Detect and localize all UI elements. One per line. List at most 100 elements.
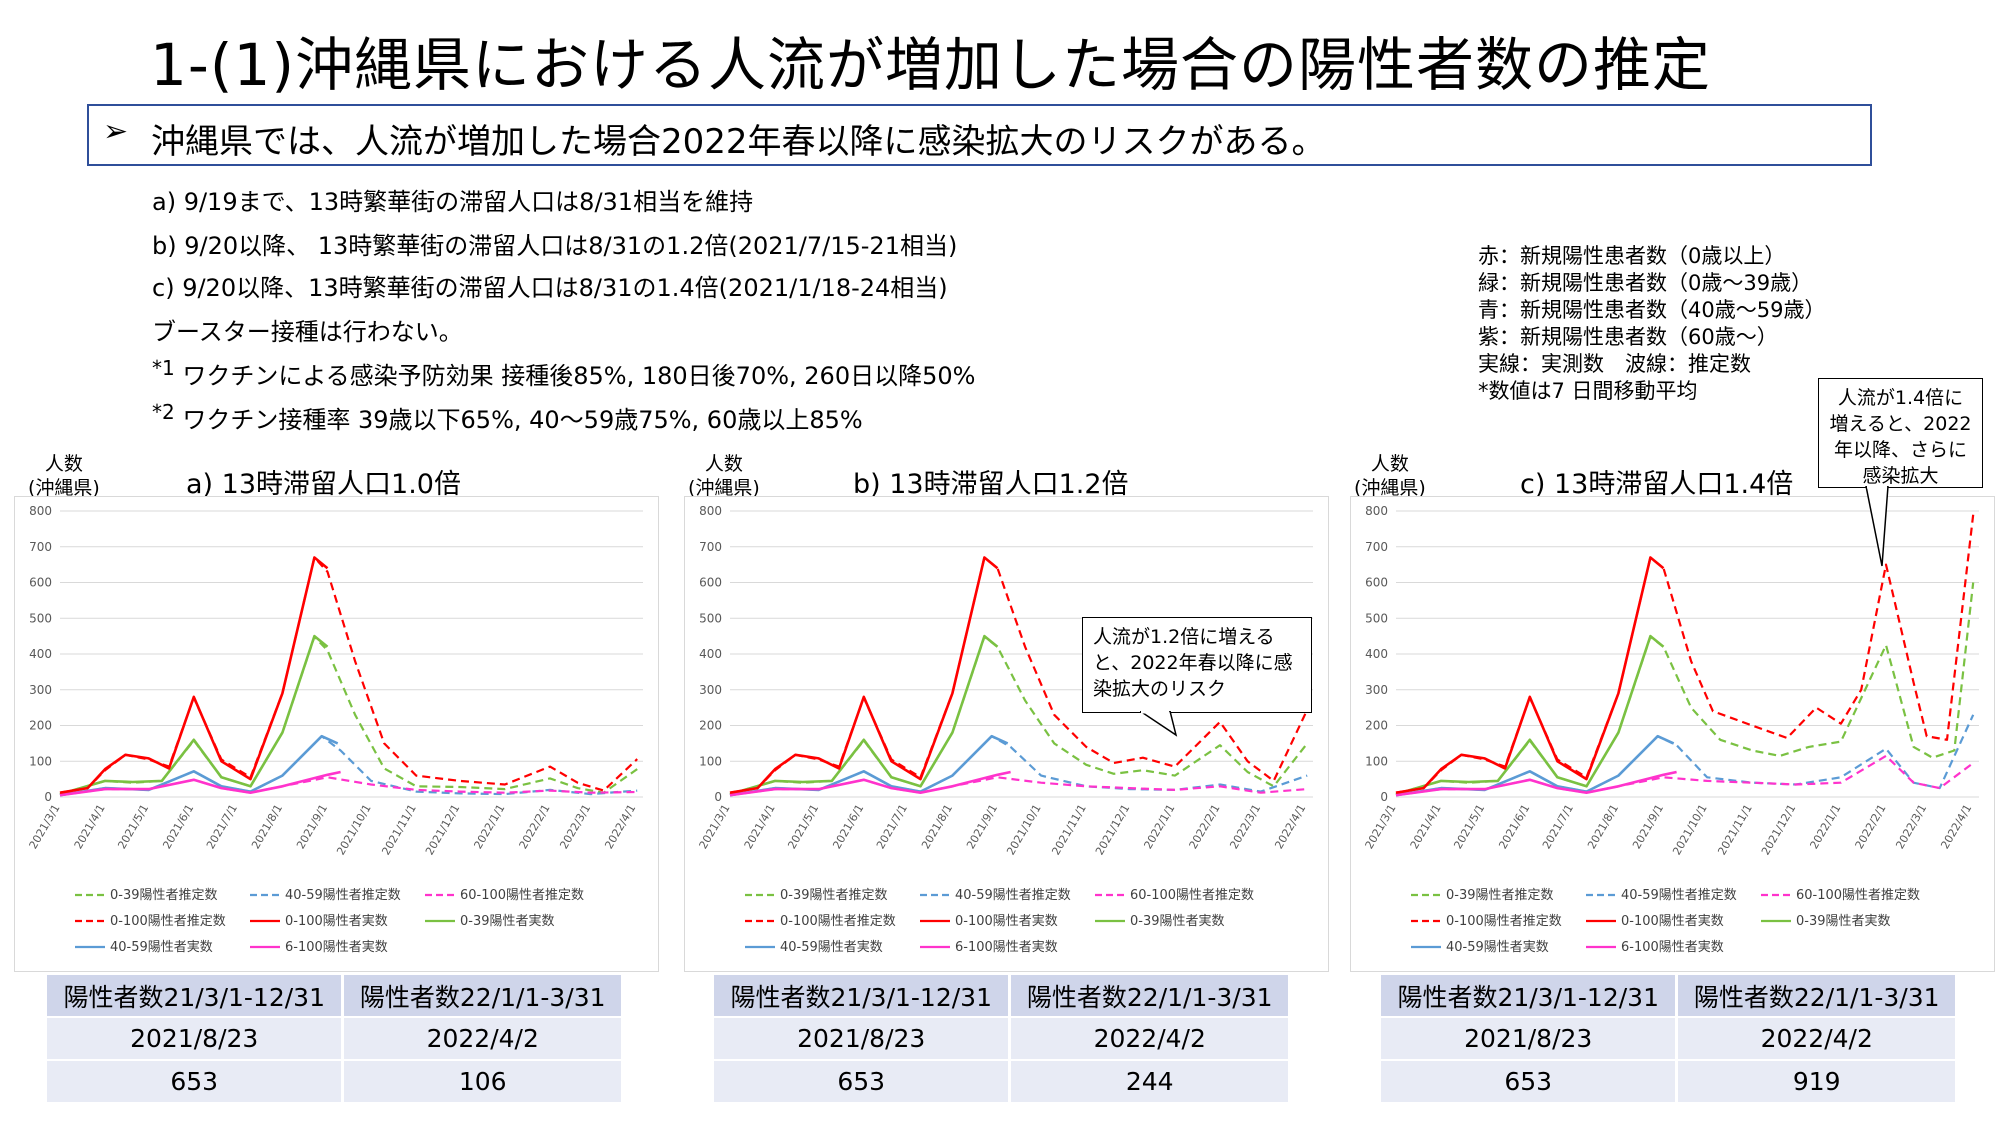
note-2-mark: *2	[152, 400, 175, 424]
chart-frame-a: 0 100 200 300 400 500 600 700 800 2021/3/1 2021/4/…	[14, 496, 659, 972]
y-tick-label: 100	[29, 754, 52, 768]
chart-a: 0 100 200 300 400 500 600 700 800 2021/3/1 2021/4/…	[27, 504, 643, 955]
y-tick-label: 800	[699, 504, 722, 518]
y-tick-label: 800	[29, 504, 52, 518]
legend-label: 0-100陽性者推定数	[110, 914, 226, 929]
table-cell: 2022/4/2	[1011, 1018, 1291, 1061]
x-tick-label: 2021/4/1	[1408, 802, 1444, 851]
series-line-60-100陽性者推定数	[59, 776, 638, 797]
x-tick-label: 2021/12/1	[423, 802, 462, 857]
y-tick-label: 400	[699, 647, 722, 661]
condition-c: c) 9/20以降、13時繁華街の滞留人口は8/31の1.4倍(2021/1/1…	[152, 274, 948, 302]
table-cell: 653	[1381, 1061, 1679, 1104]
callout-c-pointer	[1865, 486, 1889, 567]
series-line-60-100陽性者推定数	[1395, 754, 1974, 797]
series-line-0-39陽性者推定数	[1395, 582, 1975, 796]
x-tick-label: 2021/12/1	[1093, 802, 1132, 857]
color-legend-green: 緑：新規陽性患者数（0歳～39歳）	[1478, 271, 1813, 295]
legend-label: 0-39陽性者推定数	[110, 888, 218, 903]
legend-label: 40-59陽性者推定数	[955, 888, 1071, 903]
condition-a: a) 9/19まで、13時繁華街の滞留人口は8/31相当を維持	[152, 188, 754, 216]
callout-c: 人流が1.4倍に増えると、2022年以降、さらに感染拡大	[1818, 378, 1983, 488]
note-1-text: ワクチンによる感染予防効果 接種後85%, 180日後70%, 260日以降50…	[174, 362, 976, 390]
series-line-6-100陽性者実数	[59, 770, 341, 797]
legend-label: 0-100陽性者実数	[955, 913, 1058, 929]
x-tick-label: 2021/6/1	[830, 802, 866, 851]
x-tick-label: 2022/4/1	[1938, 802, 1974, 851]
legend-label: 6-100陽性者実数	[955, 939, 1058, 955]
condition-booster: ブースター接種は行わない。	[152, 318, 463, 346]
x-tick-label: 2022/2/1	[517, 802, 553, 851]
table-header: 陽性者数22/1/1-3/31	[1011, 975, 1291, 1018]
x-tick-label: 2022/4/1	[602, 802, 638, 851]
table-cell: 653	[714, 1061, 1012, 1104]
series-line-60-100陽性者推定数	[729, 776, 1308, 797]
table-header: 陽性者数21/3/1-12/31	[47, 975, 345, 1018]
y-unit-label-line1: 人数	[1370, 453, 1409, 475]
x-tick-label: 2021/5/1	[1451, 802, 1487, 851]
legend-label: 0-100陽性者推定数	[780, 914, 896, 929]
y-tick-label: 500	[1365, 611, 1388, 625]
legend-label: 60-100陽性者推定数	[460, 888, 584, 903]
summary-banner-text: 沖縄県では、人流が増加した場合2022年春以降に感染拡大のリスクがある。	[151, 122, 1326, 162]
color-legend-note: *数値は7 日間移動平均	[1478, 379, 1698, 403]
chart-title-a: a) 13時滞留人口1.0倍	[186, 469, 461, 500]
y-tick-label: 200	[29, 719, 52, 733]
color-legend-purple: 紫：新規陽性患者数（60歳～）	[1478, 325, 1778, 349]
y-unit-label-line1: 人数	[704, 453, 743, 475]
series-line-0-100陽性者実数	[59, 556, 329, 794]
y-unit-label-line2: (沖縄県)	[28, 477, 100, 499]
y-tick-label: 500	[699, 611, 722, 625]
table-row: 陽性者数21/3/1-12/31 陽性者数22/1/1-3/31	[1381, 975, 1958, 1018]
x-tick-label: 2021/10/1	[1004, 802, 1043, 857]
y-tick-label: 700	[1365, 540, 1388, 554]
table-row: 2021/8/23 2022/4/2	[1381, 1018, 1958, 1061]
callout-b: 人流が1.2倍に増えると、2022年春以降に感染拡大のリスク	[1082, 617, 1312, 713]
table-header: 陽性者数21/3/1-12/31	[1381, 975, 1679, 1018]
legend-label: 6-100陽性者実数	[1621, 939, 1724, 955]
color-legend-blue: 青：新規陽性患者数（40歳～59歳）	[1478, 298, 1826, 322]
condition-b: b) 9/20以降、 13時繁華街の滞留人口は8/31の1.2倍(2021/7/…	[152, 232, 958, 260]
series-line-6-100陽性者実数	[1395, 770, 1677, 797]
legend-label: 0-39陽性者推定数	[1446, 888, 1554, 903]
x-tick-label: 2022/1/1	[472, 802, 508, 851]
x-tick-label: 2021/10/1	[334, 802, 373, 857]
series-line-0-39陽性者実数	[729, 634, 999, 796]
callout-b-pointer	[1140, 711, 1178, 737]
series-line-0-39陽性者実数	[59, 634, 329, 796]
y-tick-label: 0	[714, 790, 722, 804]
table-cell: 2021/8/23	[47, 1018, 345, 1061]
table-row: 陽性者数21/3/1-12/31 陽性者数22/1/1-3/31	[47, 975, 624, 1018]
y-tick-label: 800	[1365, 504, 1388, 518]
y-tick-label: 700	[699, 540, 722, 554]
page-title: 1-(1)沖縄県における人流が増加した場合の陽性者数の推定	[150, 31, 1711, 99]
legend-label: 60-100陽性者推定数	[1796, 888, 1920, 903]
x-tick-label: 2021/7/1	[874, 802, 910, 851]
table-row: 2021/8/23 2022/4/2	[714, 1018, 1291, 1061]
legend-label: 40-59陽性者実数	[780, 939, 883, 955]
series-line-40-59陽性者推定数	[1395, 714, 1975, 797]
table-header: 陽性者数22/1/1-3/31	[1678, 975, 1958, 1018]
y-unit-label-b: 人数 (沖縄県)	[688, 452, 760, 500]
table-row: 653 106	[47, 1061, 624, 1104]
x-tick-label: 2021/7/1	[204, 802, 240, 851]
table-row: 2021/8/23 2022/4/2	[47, 1018, 624, 1061]
y-tick-label: 100	[1365, 754, 1388, 768]
note-2: *2 ワクチン接種率 39歳以下65%, 40～59歳75%, 60歳以上85%	[152, 400, 863, 435]
x-tick-label: 2021/5/1	[115, 802, 151, 851]
x-tick-label: 2021/11/1	[1049, 802, 1088, 857]
x-tick-label: 2021/3/1	[697, 802, 733, 851]
y-tick-label: 100	[699, 754, 722, 768]
legend-label: 0-100陽性者推定数	[1446, 914, 1562, 929]
summary-table-b: 陽性者数21/3/1-12/31 陽性者数22/1/1-3/31 2021/8/2…	[714, 975, 1291, 1104]
y-unit-label-line2: (沖縄県)	[1354, 477, 1426, 499]
legend-label: 40-59陽性者実数	[1446, 939, 1549, 955]
y-tick-label: 300	[1365, 683, 1388, 697]
y-tick-label: 0	[44, 790, 52, 804]
y-tick-label: 400	[1365, 647, 1388, 661]
y-tick-label: 200	[1365, 719, 1388, 733]
x-tick-label: 2021/10/1	[1670, 802, 1709, 857]
chart-title-c: c) 13時滞留人口1.4倍	[1520, 469, 1794, 500]
note-1: *1 ワクチンによる感染予防効果 接種後85%, 180日後70%, 260日以…	[152, 356, 975, 391]
legend-label: 0-39陽性者実数	[460, 913, 555, 929]
